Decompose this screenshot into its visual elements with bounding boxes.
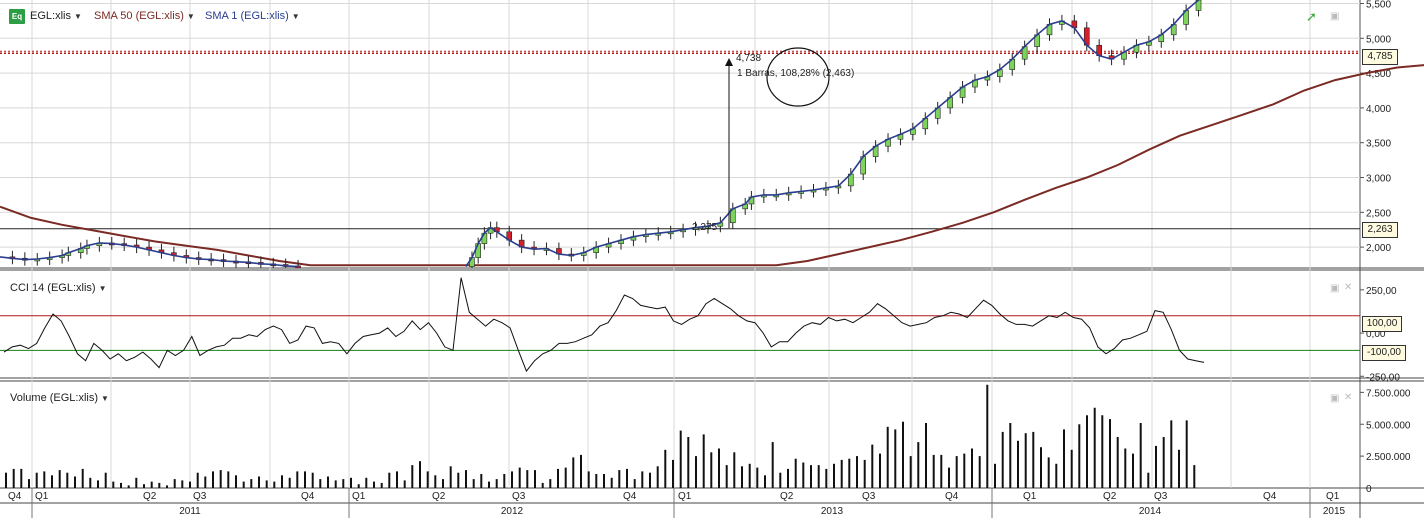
measure-arrow-head [725, 58, 733, 66]
sma1-legend[interactable]: SMA 1 (EGL:xlis) ▼ [205, 10, 300, 22]
price-tick-label: 4,500 [1366, 69, 1391, 80]
high-annotation: 4,738 [736, 53, 762, 64]
quarter-label: Q3 [862, 491, 876, 502]
cci-tick-label: 250,00 [1366, 286, 1397, 297]
sma50-legend[interactable]: SMA 50 (EGL:xlis) ▼ [94, 10, 195, 22]
quarter-label: Q3 [512, 491, 526, 502]
close-icon[interactable]: ✕ [1344, 282, 1353, 293]
cci-tick-label: 0,00 [1366, 329, 1386, 340]
chevron-down-icon[interactable]: ▼ [98, 284, 107, 293]
volume-tick-label: 2.500.000 [1366, 452, 1411, 463]
quarter-label: Q1 [1023, 491, 1037, 502]
sma1-label: SMA 1 (EGL:xlis) [205, 10, 289, 22]
quarter-label: Q4 [945, 491, 959, 502]
quarter-label: Q4 [623, 491, 637, 502]
quarter-label: Q1 [35, 491, 49, 502]
year-label: 2013 [821, 506, 844, 517]
cci-line [3, 277, 1205, 373]
quarter-label: Q2 [780, 491, 794, 502]
quarter-label: Q2 [432, 491, 446, 502]
chevron-down-icon[interactable]: ▼ [73, 12, 82, 21]
quarter-label: Q1 [1326, 491, 1340, 502]
quarter-label: Q1 [352, 491, 366, 502]
cci-tick-label: -250,00 [1366, 372, 1400, 383]
chevron-down-icon[interactable]: ▼ [101, 394, 109, 403]
quarter-label: Q4 [1263, 491, 1277, 502]
symbol-label: EGL:xlis [30, 10, 71, 22]
measure-ellipse [766, 47, 830, 107]
cci-title: CCI 14 (EGL:xlis) [10, 282, 96, 294]
price-tick-label: 3,000 [1366, 174, 1391, 185]
maximize-icon[interactable]: ▣ [1330, 283, 1340, 294]
price-tick-label: 2,000 [1366, 243, 1391, 254]
maximize-icon[interactable]: ▣ [1330, 393, 1340, 404]
price-tick-label: 5,000 [1366, 34, 1391, 45]
price-tick-label: 4,000 [1366, 104, 1391, 115]
measure-annotation: 1 Barras, 108,28% (2,463) [737, 68, 855, 79]
support-price-tag: 2,263 [1362, 222, 1398, 238]
current-price-tag: 4,785 [1362, 49, 1398, 65]
volume-tick-label: 5.000.000 [1366, 420, 1411, 431]
chevron-down-icon[interactable]: ▼ [186, 12, 195, 21]
volume-title: Volume (EGL:xlis) [10, 392, 99, 404]
volume-legend[interactable]: Volume (EGL:xlis) ▼ [10, 392, 109, 404]
cci-oversold-tag: -100,00 [1362, 345, 1406, 361]
volume-tick-label: 7.500.000 [1366, 388, 1411, 399]
year-label: 2015 [1323, 506, 1346, 517]
candle-body [1195, 0, 1202, 11]
sma1-line [0, 0, 1200, 268]
price-tick-label: 3,500 [1366, 139, 1391, 150]
quarter-label: Q2 [1103, 491, 1117, 502]
cci-overbought-tag: 100,00 [1362, 316, 1402, 332]
year-label: 2012 [501, 506, 524, 517]
quarter-label: Q4 [8, 491, 22, 502]
trend-icon[interactable]: ➚ [1306, 9, 1317, 24]
close-icon[interactable]: ✕ [1344, 392, 1353, 403]
cci-legend[interactable]: CCI 14 (EGL:xlis) ▼ [10, 282, 107, 294]
quarter-label: Q3 [1154, 491, 1168, 502]
quarter-label: Q4 [301, 491, 315, 502]
year-label: 2014 [1139, 506, 1162, 517]
quarter-label: Q1 [678, 491, 692, 502]
quarter-label: Q3 [193, 491, 207, 502]
symbol-selector[interactable]: EGL:xlis ▼ [30, 10, 82, 22]
maximize-icon[interactable]: ▣ [1330, 11, 1340, 22]
price-tick-label: 2,500 [1366, 208, 1391, 219]
year-label: 2011 [179, 506, 201, 517]
price-tick-label: 5,500 [1366, 0, 1391, 10]
sma50-line [0, 64, 1424, 267]
chevron-down-icon[interactable]: ▼ [291, 12, 300, 21]
symbol-icon: Eq [9, 9, 25, 24]
sma50-label: SMA 50 (EGL:xlis) [94, 10, 184, 22]
volume-tick-label: 0 [1366, 484, 1372, 495]
quarter-label: Q2 [143, 491, 157, 502]
low-annotation: 2,275 [692, 222, 718, 233]
